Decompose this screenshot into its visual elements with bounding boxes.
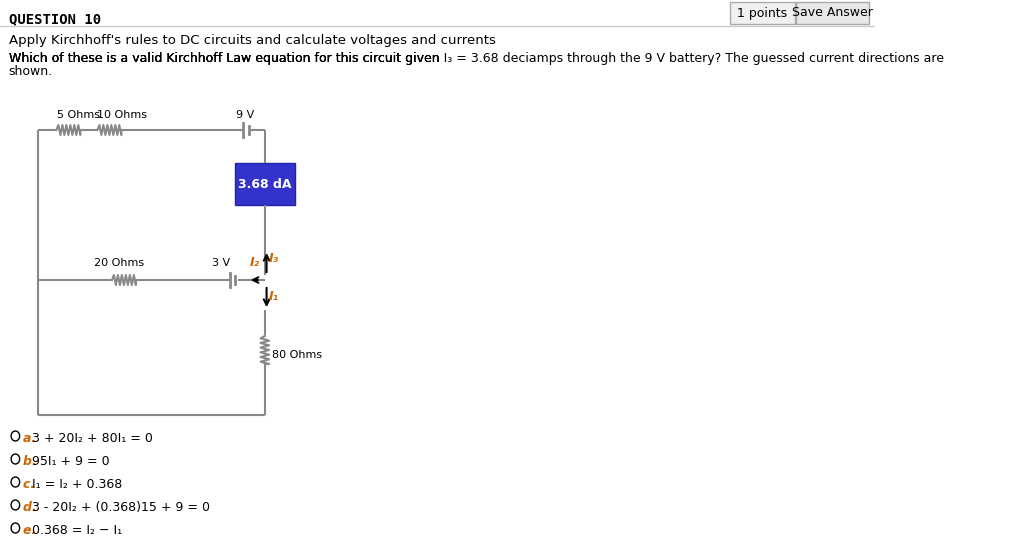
Text: 3 - 20I₂ + (0.368)15 + 9 = 0: 3 - 20I₂ + (0.368)15 + 9 = 0: [33, 501, 211, 514]
Text: 3 + 20I₂ + 80I₁ = 0: 3 + 20I₂ + 80I₁ = 0: [33, 432, 154, 445]
Text: c.: c.: [24, 478, 40, 491]
Text: Which of these is a valid Kirchhoff Law equation for this circuit given: Which of these is a valid Kirchhoff Law …: [8, 52, 443, 65]
Text: I₂: I₂: [250, 256, 260, 269]
Text: I₃: I₃: [269, 252, 280, 265]
Text: 3 V: 3 V: [212, 258, 230, 268]
Text: Save Answer: Save Answer: [792, 7, 872, 19]
Text: 80 Ohms: 80 Ohms: [271, 350, 322, 360]
Text: 9 V: 9 V: [236, 110, 254, 120]
Text: 20 Ohms: 20 Ohms: [94, 258, 144, 268]
Text: shown.: shown.: [8, 65, 52, 78]
FancyBboxPatch shape: [797, 2, 869, 24]
Text: 5 Ohms: 5 Ohms: [57, 110, 100, 120]
Text: Which of these is a valid Kirchhoff Law equation for this circuit given I₃ = 3.6: Which of these is a valid Kirchhoff Law …: [8, 52, 943, 65]
Text: Which of these is a valid Kirchhoff Law equation for this circuit given: Which of these is a valid Kirchhoff Law …: [8, 52, 443, 65]
Text: I₁ = I₂ + 0.368: I₁ = I₂ + 0.368: [33, 478, 123, 491]
Text: Apply Kirchhoff's rules to DC circuits and calculate voltages and currents: Apply Kirchhoff's rules to DC circuits a…: [8, 34, 496, 47]
Text: 95I₁ + 9 = 0: 95I₁ + 9 = 0: [33, 455, 111, 468]
Text: b.: b.: [24, 455, 41, 468]
Text: 0.368 = I₂ − I₁: 0.368 = I₂ − I₁: [33, 524, 123, 537]
Text: 10 Ohms: 10 Ohms: [96, 110, 146, 120]
Text: 3.68 dA: 3.68 dA: [239, 178, 292, 190]
Text: d.: d.: [24, 501, 41, 514]
FancyBboxPatch shape: [730, 2, 795, 24]
Text: QUESTION 10: QUESTION 10: [8, 12, 100, 26]
Text: I₁: I₁: [269, 290, 280, 303]
FancyBboxPatch shape: [234, 163, 295, 205]
Text: a.: a.: [24, 432, 41, 445]
Text: 1 points: 1 points: [737, 7, 787, 19]
Text: e.: e.: [24, 524, 41, 537]
